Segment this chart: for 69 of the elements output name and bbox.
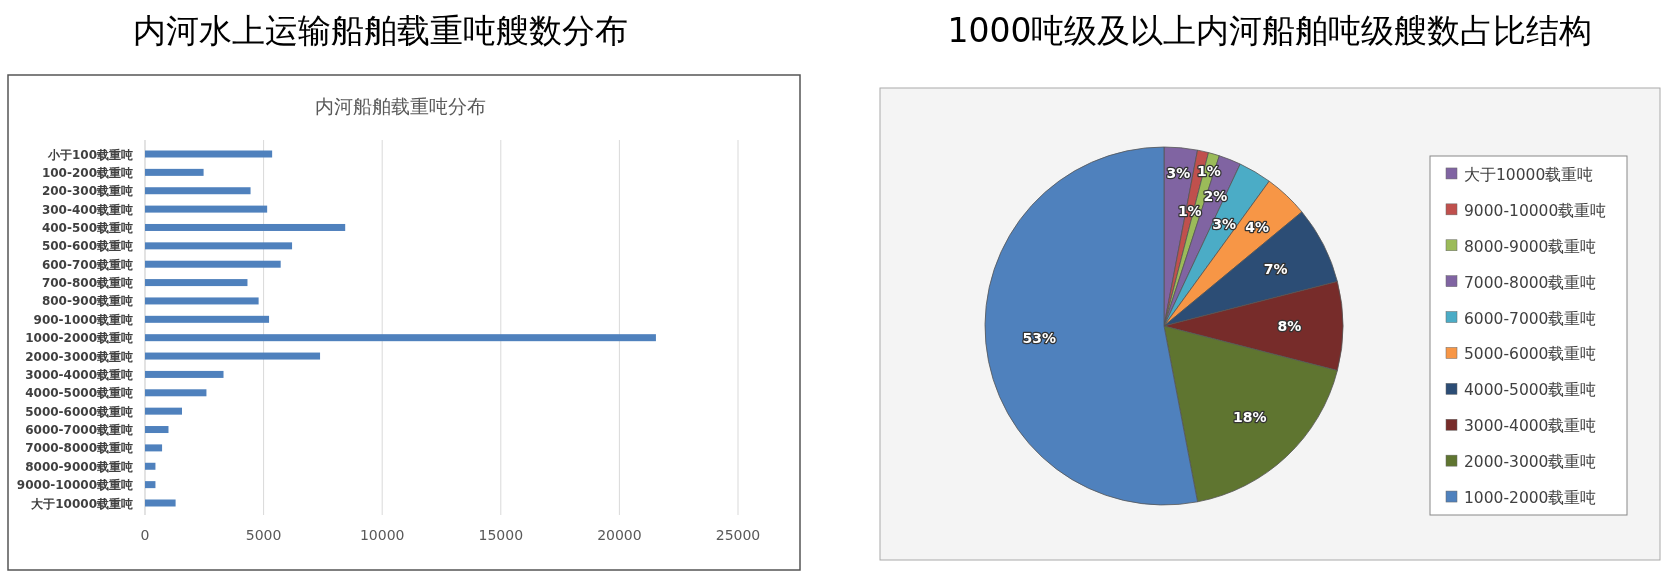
y-tick-label: 6000-7000载重吨	[25, 423, 133, 438]
y-tick-label: 400-500载重吨	[41, 220, 133, 235]
x-tick-label: 10000	[359, 527, 405, 543]
bar	[145, 223, 346, 231]
bar	[145, 150, 273, 158]
y-tick-label: 700-800载重吨	[41, 276, 133, 291]
bar	[145, 352, 321, 360]
y-tick-label: 300-400载重吨	[41, 202, 133, 217]
y-tick-label: 大于10000载重吨	[31, 496, 133, 511]
y-tick-label: 小于100载重吨	[46, 147, 133, 162]
chart-title: 内河水上运输船舶载重吨艘数分布	[132, 11, 628, 50]
chart-title: 1000吨级及以上内河船舶吨级艘数占比结构	[947, 11, 1593, 50]
x-tick-label: 25000	[715, 527, 761, 543]
y-tick-label: 5000-6000载重吨	[25, 404, 133, 419]
bar	[145, 426, 169, 434]
legend-label: 3000-4000载重吨	[1464, 417, 1597, 436]
bar	[145, 407, 182, 415]
legend-label: 9000-10000载重吨	[1464, 201, 1607, 220]
bar	[145, 370, 224, 378]
bar	[145, 187, 251, 195]
y-tick-label: 800-900载重吨	[41, 294, 133, 309]
y-tick-label: 3000-4000载重吨	[25, 367, 133, 382]
data-label: 3%	[1166, 164, 1191, 181]
y-tick-label: 7000-8000载重吨	[25, 441, 133, 456]
bar	[145, 297, 259, 305]
data-label: 4%	[1245, 218, 1270, 235]
bar	[145, 499, 176, 507]
bar	[145, 242, 293, 250]
bar	[145, 444, 163, 452]
legend-label: 6000-7000载重吨	[1464, 309, 1597, 328]
data-label: 1%	[1177, 202, 1202, 219]
bar	[145, 389, 207, 397]
bar	[145, 279, 248, 287]
y-tick-label: 500-600载重吨	[41, 239, 133, 254]
bar	[145, 481, 156, 489]
y-tick-label: 900-1000载重吨	[33, 312, 133, 327]
bar	[145, 334, 656, 342]
y-tick-label: 1000-2000载重吨	[25, 331, 133, 346]
bar	[145, 315, 270, 323]
x-tick-label: 20000	[597, 527, 642, 543]
data-label: 1%	[1197, 163, 1221, 180]
y-tick-label: 600-700载重吨	[41, 257, 133, 272]
y-tick-label: 9000-10000载重吨	[16, 478, 133, 493]
y-tick-label: 100-200载重吨	[41, 165, 133, 180]
x-tick-label: 15000	[478, 527, 524, 543]
legend-label: 1000-2000载重吨	[1464, 489, 1597, 508]
chart-subtitle: 内河船舶载重吨分布	[314, 95, 486, 117]
bar	[145, 462, 156, 470]
bar	[145, 260, 281, 268]
data-label: 3%	[1212, 216, 1237, 233]
data-label: 8%	[1277, 318, 1302, 334]
legend-label: 2000-3000载重吨	[1464, 453, 1597, 472]
data-label: 7%	[1263, 261, 1288, 278]
bar	[145, 168, 204, 176]
bar	[145, 205, 268, 213]
x-tick-label: 0	[140, 527, 150, 543]
data-label: 2%	[1203, 188, 1228, 205]
y-tick-label: 8000-9000载重吨	[25, 459, 133, 474]
legend-label: 8000-9000载重吨	[1464, 237, 1597, 256]
x-tick-label: 5000	[245, 527, 282, 543]
y-tick-label: 4000-5000载重吨	[25, 386, 133, 401]
legend-label: 5000-6000载重吨	[1464, 345, 1597, 364]
data-label: 18%	[1233, 409, 1267, 426]
y-tick-label: 2000-3000载重吨	[25, 349, 133, 364]
y-tick-label: 200-300载重吨	[41, 184, 133, 199]
legend-label: 7000-8000载重吨	[1464, 273, 1597, 292]
legend-label: 4000-5000载重吨	[1464, 381, 1597, 400]
data-label: 53%	[1022, 329, 1057, 346]
legend-label: 大于10000载重吨	[1464, 165, 1594, 184]
